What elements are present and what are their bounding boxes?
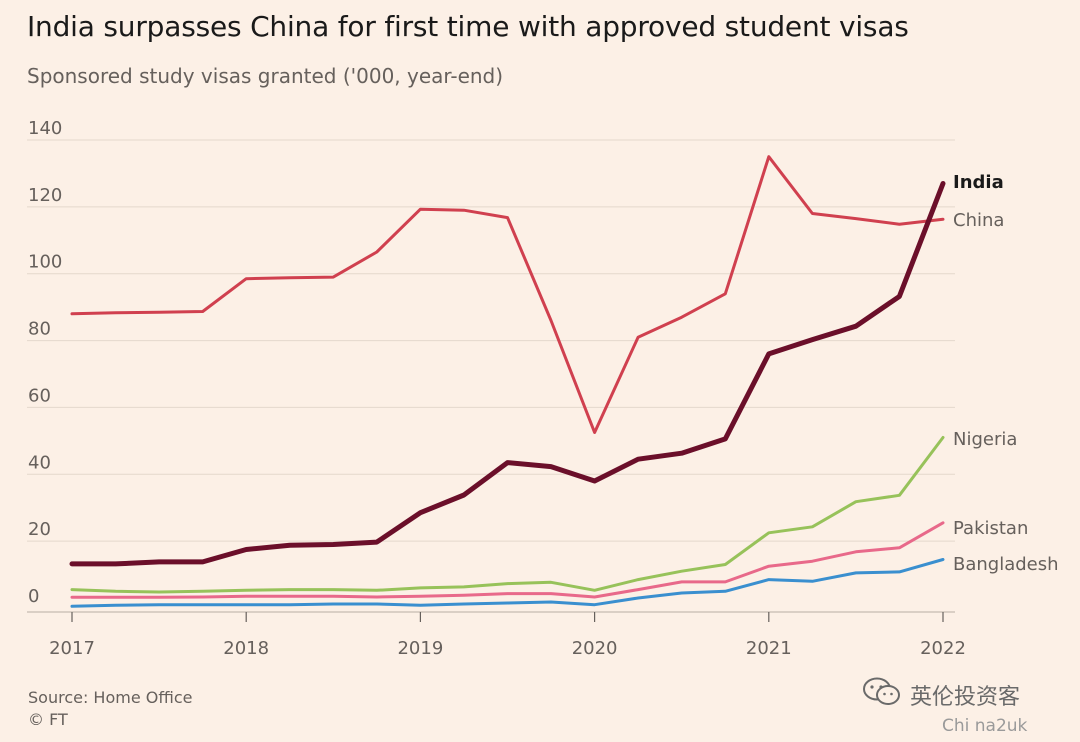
watermark: 英伦投资客: [862, 676, 1020, 714]
x-tick-label-2018: 2018: [223, 638, 269, 659]
y-tick-label-120: 120: [28, 185, 62, 206]
chart-subtitle: Sponsored study visas granted ('000, yea…: [27, 64, 504, 88]
copyright-text: © FT: [28, 710, 68, 729]
series-label-pakistan: Pakistan: [953, 518, 1028, 539]
watermark-subtext: Chi na2uk: [942, 716, 1028, 736]
series-line-india: [69, 181, 946, 567]
source-text: Source: Home Office: [28, 688, 193, 707]
source-note: Source: Home Office © FT: [28, 687, 192, 731]
watermark-text: 英伦投资客: [910, 685, 1021, 710]
series-line-nigeria: [70, 436, 945, 594]
chart-title: India surpasses China for first time wit…: [27, 10, 909, 43]
y-tick-label-140: 140: [28, 118, 62, 139]
series-label-bangladesh: Bangladesh: [953, 554, 1059, 575]
series-line-pakistan: [70, 521, 945, 599]
x-tick-label-2017: 2017: [49, 638, 95, 659]
x-tick-label-2022: 2022: [920, 638, 966, 659]
y-tick-label-20: 20: [28, 519, 51, 540]
series-line-china: [70, 155, 945, 434]
x-tick-label-2020: 2020: [572, 638, 618, 659]
x-tick-label-2021: 2021: [746, 638, 792, 659]
y-tick-label-60: 60: [28, 385, 51, 406]
y-tick-label-40: 40: [28, 452, 51, 473]
series-label-nigeria: Nigeria: [953, 429, 1017, 450]
wechat-icon: [862, 676, 902, 714]
y-tick-label-0: 0: [28, 586, 39, 607]
series-label-india: India: [953, 172, 1004, 193]
y-tick-label-80: 80: [28, 319, 51, 340]
y-tick-label-100: 100: [28, 252, 62, 273]
x-tick-label-2019: 2019: [397, 638, 443, 659]
series-label-china: China: [953, 210, 1004, 231]
series-line-bangladesh: [70, 558, 945, 608]
